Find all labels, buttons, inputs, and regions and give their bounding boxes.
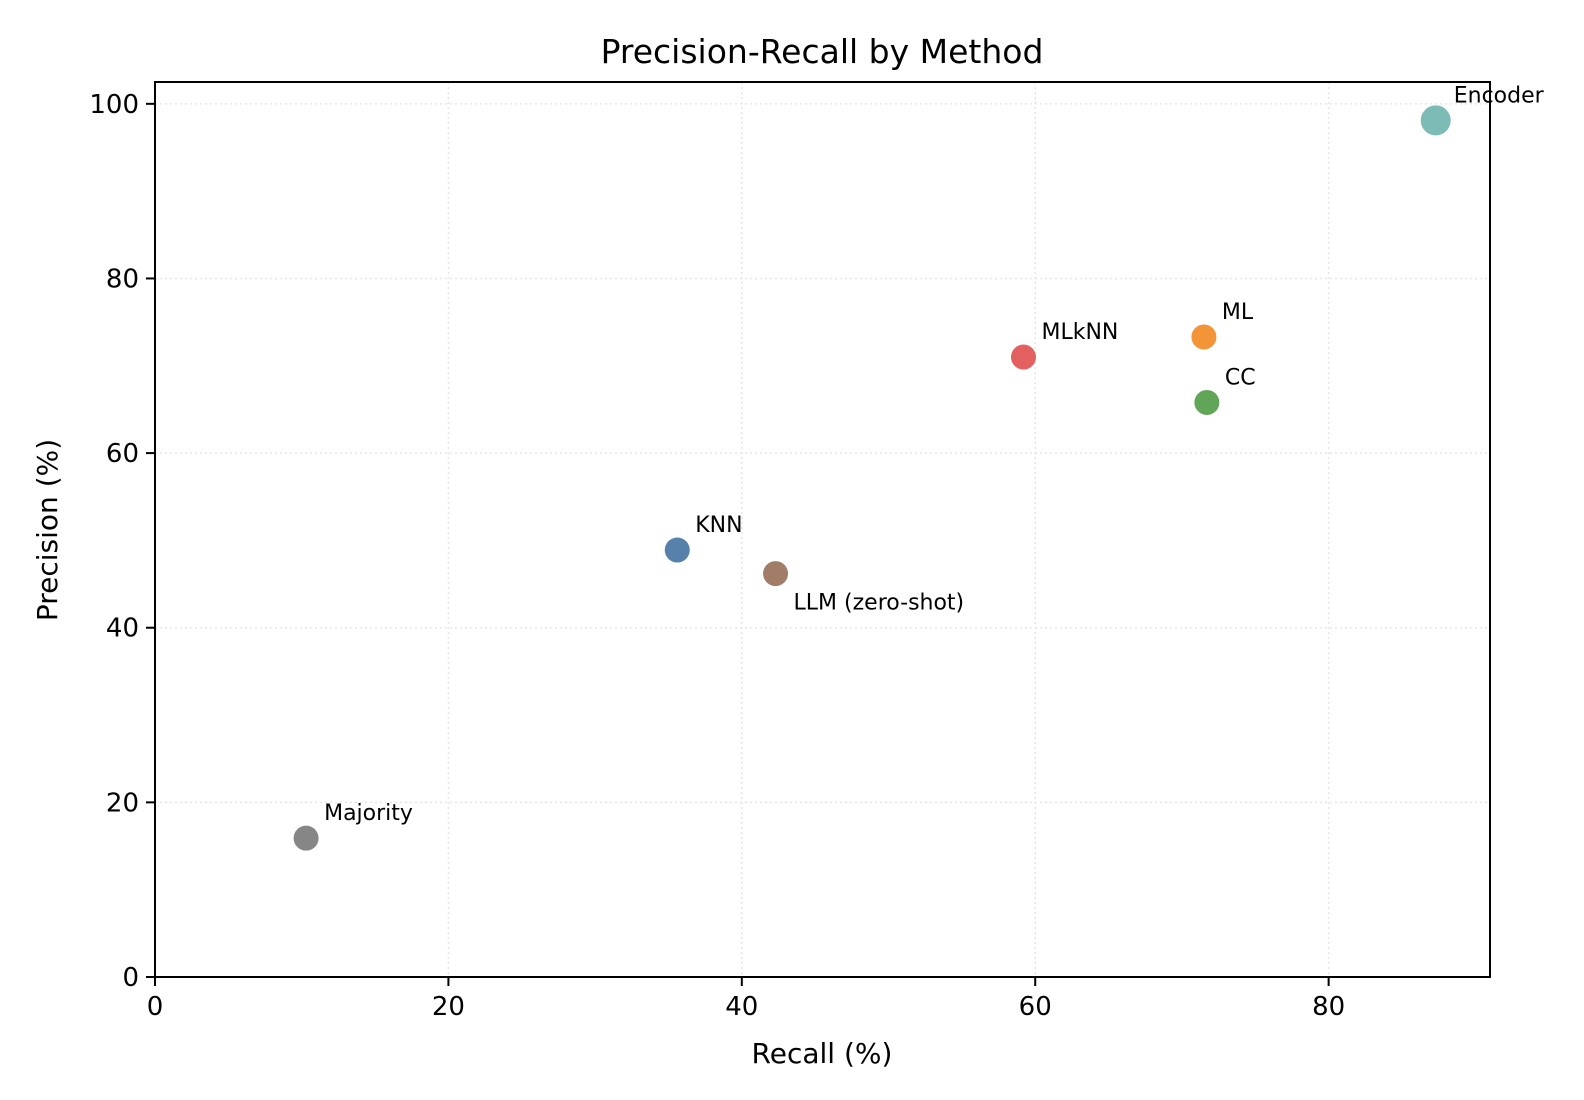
x-tick-label: 60 [1019,992,1052,1022]
point-knn [664,537,690,563]
grid-layer [154,82,1490,978]
point-label-encoder: Encoder [1454,83,1545,108]
y-tick-label: 60 [106,439,139,469]
point-label-ml: ML [1222,300,1254,325]
x-tick-label: 40 [725,992,758,1022]
y-tick-label: 0 [122,963,139,993]
point-encoder [1420,105,1451,136]
y-axis-label: Precision (%) [31,439,64,621]
x-tick-label: 0 [147,992,164,1022]
point-label-cc: CC [1225,365,1256,390]
x-axis-label: Recall (%) [752,1037,893,1070]
point-label-mlknn: MLkNN [1041,320,1118,345]
point-cc [1194,389,1220,415]
x-tick-label: 80 [1312,992,1345,1022]
y-tick-label: 80 [106,264,139,294]
tick-layer: 0 20 40 60 80 0 20 40 60 80 100 [89,90,1345,1022]
y-tick-label: 20 [106,788,139,818]
point-label-majority: Majority [324,801,413,826]
point-mlknn [1010,344,1036,370]
y-tick-label: 100 [89,90,139,120]
point-layer: Encoder ML MLkNN CC KNN LLM (zero-shot) Majori… [293,83,1545,851]
x-tick-label: 20 [432,992,465,1022]
point-label-llm-zero-shot: LLM (zero-shot) [794,591,965,616]
y-tick-label: 40 [106,614,139,644]
point-ml [1191,324,1217,350]
chart-title: Precision-Recall by Method [601,32,1044,71]
point-llm-zero-shot [763,561,789,587]
point-majority [293,825,319,851]
point-label-knn: KNN [695,513,742,538]
plot-frame [154,81,1491,978]
